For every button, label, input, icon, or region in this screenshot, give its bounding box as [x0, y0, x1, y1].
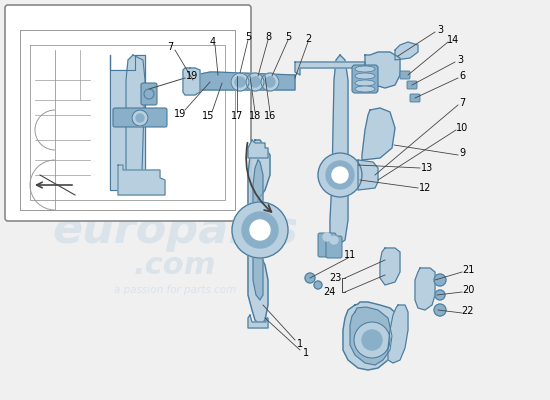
FancyBboxPatch shape	[400, 71, 410, 79]
Text: 1: 1	[303, 348, 309, 358]
Circle shape	[323, 233, 331, 241]
Text: 8: 8	[265, 32, 271, 42]
Circle shape	[354, 322, 390, 358]
FancyBboxPatch shape	[141, 83, 157, 105]
Polygon shape	[248, 140, 268, 158]
Polygon shape	[415, 268, 435, 310]
Polygon shape	[362, 108, 395, 160]
Polygon shape	[295, 62, 365, 75]
Text: .com: .com	[134, 250, 216, 280]
FancyBboxPatch shape	[326, 236, 342, 258]
Circle shape	[305, 273, 315, 283]
FancyBboxPatch shape	[318, 233, 336, 257]
Text: 7: 7	[459, 98, 465, 108]
Text: 1: 1	[297, 339, 303, 349]
Circle shape	[362, 330, 382, 350]
Circle shape	[326, 161, 354, 189]
Circle shape	[434, 304, 446, 316]
Ellipse shape	[355, 80, 375, 86]
Polygon shape	[358, 160, 378, 190]
Text: 9: 9	[459, 148, 465, 158]
Ellipse shape	[355, 86, 375, 92]
Text: 15: 15	[202, 111, 214, 121]
Text: 21: 21	[462, 265, 474, 275]
Circle shape	[132, 110, 148, 126]
Polygon shape	[343, 302, 398, 370]
Polygon shape	[195, 72, 295, 90]
Text: europarts: europarts	[52, 208, 298, 252]
Polygon shape	[183, 68, 200, 95]
Circle shape	[261, 73, 279, 91]
Text: 14: 14	[447, 35, 459, 45]
Text: 7: 7	[167, 42, 173, 52]
Text: 5: 5	[285, 32, 291, 42]
Polygon shape	[395, 42, 418, 60]
Polygon shape	[380, 248, 400, 285]
Text: 20: 20	[462, 285, 474, 295]
Text: 23: 23	[329, 273, 341, 283]
Ellipse shape	[355, 73, 375, 79]
Circle shape	[232, 202, 288, 258]
Circle shape	[265, 77, 275, 87]
Polygon shape	[118, 165, 165, 195]
Circle shape	[318, 153, 362, 197]
FancyBboxPatch shape	[5, 5, 251, 221]
Text: 6: 6	[459, 71, 465, 81]
Polygon shape	[110, 55, 145, 190]
Text: 11: 11	[344, 250, 356, 260]
Circle shape	[242, 212, 278, 248]
Polygon shape	[350, 307, 392, 365]
Polygon shape	[126, 55, 145, 175]
Text: 18: 18	[249, 111, 261, 121]
Circle shape	[330, 236, 338, 244]
Text: 19: 19	[174, 109, 186, 119]
Polygon shape	[248, 315, 268, 328]
Text: 4: 4	[210, 37, 216, 47]
Circle shape	[246, 73, 264, 91]
FancyBboxPatch shape	[352, 65, 378, 93]
FancyBboxPatch shape	[410, 94, 420, 102]
Text: 12: 12	[419, 183, 431, 193]
Ellipse shape	[355, 66, 375, 72]
Polygon shape	[330, 55, 348, 245]
Polygon shape	[388, 305, 408, 363]
Circle shape	[235, 77, 245, 87]
Polygon shape	[248, 140, 270, 325]
Polygon shape	[365, 52, 400, 88]
Circle shape	[231, 73, 249, 91]
FancyBboxPatch shape	[407, 81, 417, 89]
Circle shape	[435, 290, 445, 300]
Circle shape	[136, 114, 144, 122]
FancyBboxPatch shape	[113, 108, 167, 127]
Circle shape	[434, 274, 446, 286]
Text: 17: 17	[231, 111, 243, 121]
Text: 19: 19	[186, 71, 198, 81]
Circle shape	[250, 77, 260, 87]
Text: 3: 3	[457, 55, 463, 65]
Circle shape	[144, 89, 154, 99]
Text: 10: 10	[456, 123, 468, 133]
Text: 16: 16	[264, 111, 276, 121]
Text: 2: 2	[305, 34, 311, 44]
Circle shape	[314, 281, 322, 289]
Text: 22: 22	[462, 306, 474, 316]
Circle shape	[250, 220, 270, 240]
Circle shape	[332, 167, 348, 183]
Text: 13: 13	[421, 163, 433, 173]
Polygon shape	[253, 160, 263, 300]
Text: 5: 5	[245, 32, 251, 42]
Text: 3: 3	[437, 25, 443, 35]
Text: 24: 24	[323, 287, 335, 297]
Text: a passion for parts.com: a passion for parts.com	[114, 285, 236, 295]
